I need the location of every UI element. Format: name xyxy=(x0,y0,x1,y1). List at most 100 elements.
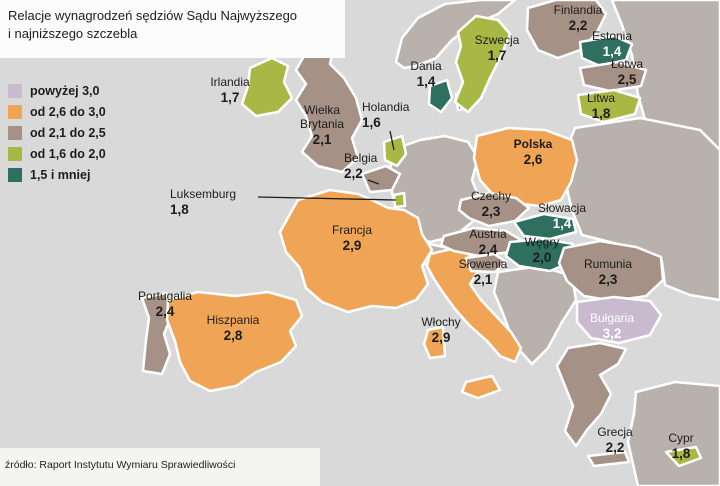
legend-item: powyżej 3,0 xyxy=(8,84,106,98)
label-luksemburg: Luksemburg 1,8 xyxy=(170,187,237,217)
country-shape-bulgaria xyxy=(575,295,663,345)
label-slowacja: Słowacja 1,4 xyxy=(538,201,586,231)
country-value: 2,9 xyxy=(431,329,451,345)
label-portugalia: Portugalia 2,4 xyxy=(137,289,193,319)
country-shape-wielka-brytania xyxy=(294,36,364,174)
label-litwa: Litwa 1,8 xyxy=(586,91,616,121)
country-shape-polska xyxy=(472,126,579,208)
label-polska: Polska 2,6 xyxy=(513,137,553,167)
country-shape-hiszpania xyxy=(165,290,304,393)
country-name: Belgia xyxy=(344,151,378,165)
label-austria: Austria 2,4 xyxy=(469,227,507,257)
country-shape-rumunia xyxy=(557,239,665,303)
country-name: Słowenia xyxy=(458,257,508,271)
country-value: 2,9 xyxy=(342,237,362,253)
country-value: 2,3 xyxy=(481,203,501,219)
country-value: 2,2 xyxy=(344,165,363,181)
country-shape-luksemburg xyxy=(392,191,407,209)
country-name: Grecja xyxy=(597,425,633,439)
legend-label: 1,5 i mniej xyxy=(30,168,91,182)
legend-swatch-red xyxy=(8,84,22,98)
label-szwecja: Szwecja 1,7 xyxy=(474,33,520,63)
legend-item: od 1,6 do 2,0 xyxy=(8,147,106,161)
label-belgia: Belgia 2,2 xyxy=(344,151,378,181)
country-name: Szwecja xyxy=(474,33,520,47)
country-value: 1,4 xyxy=(416,73,436,89)
country-value: 2,2 xyxy=(605,439,625,455)
country-name: Czechy xyxy=(470,189,512,203)
country-shape-lotwa xyxy=(578,60,648,93)
country-name: Litwa xyxy=(586,91,616,105)
label-cypr: Cypr 1,8 xyxy=(668,431,694,461)
country-value: 1,7 xyxy=(220,89,240,105)
label-irlandia: Irlandia 1,7 xyxy=(210,75,249,105)
country-shape-holandia xyxy=(382,134,408,168)
label-dania: Dania 1,4 xyxy=(410,59,442,89)
country-name: Hiszpania xyxy=(206,313,260,327)
country-name: Estonia xyxy=(591,29,633,43)
label-wlochy: Włochy 2,9 xyxy=(421,315,460,345)
legend-item: 1,5 i mniej xyxy=(8,168,106,182)
country-shape-slowenia xyxy=(464,252,508,274)
country-shape-cypr xyxy=(664,445,703,468)
country-value: 3,2 xyxy=(602,325,622,341)
label-estonia: Estonia 1,4 xyxy=(591,29,633,59)
country-name: Rumunia xyxy=(583,257,633,271)
legend-label: powyżej 3,0 xyxy=(30,84,100,98)
country-name: Portugalia xyxy=(137,289,193,303)
country-name: Cypr xyxy=(668,431,694,445)
country-shape-belgia xyxy=(360,164,402,194)
label-slowenia: Słowenia 2,1 xyxy=(458,257,508,287)
country-value: 1,8 xyxy=(170,201,189,217)
country-name: Bułgaria xyxy=(589,311,635,325)
label-hiszpania: Hiszpania 2,8 xyxy=(206,313,260,343)
country-value: 2,1 xyxy=(312,131,332,147)
label-francja: Francja 2,9 xyxy=(331,223,373,253)
country-value: 1,8 xyxy=(591,105,611,121)
country-shape-dania xyxy=(427,78,454,114)
country-value: 2,5 xyxy=(617,71,637,87)
country-shape-slowacja xyxy=(512,212,578,241)
label-rumunia: Rumunia 2,3 xyxy=(583,257,633,287)
label-lotwa: Łotwa 2,5 xyxy=(610,57,644,87)
label-wielka-brytania: Wielka Brytania 2,1 xyxy=(289,103,355,147)
title-background xyxy=(0,0,345,58)
country-name: Austria xyxy=(469,227,507,241)
label-finlandia: Finlandia 2,2 xyxy=(553,3,603,33)
legend-item: od 2,1 do 2,5 xyxy=(8,126,106,140)
country-shape-sardinia xyxy=(422,325,447,360)
country-value: 1,4 xyxy=(552,215,572,231)
leader-line-luksemburg xyxy=(257,196,397,201)
country-name: Łotwa xyxy=(610,57,644,71)
country-shape-szwecja xyxy=(453,14,512,114)
leader-line-belgia xyxy=(367,179,380,185)
country-name: Holandia xyxy=(362,100,410,114)
country-value: 1,8 xyxy=(671,445,691,461)
country-name: Luksemburg xyxy=(170,187,237,201)
country-shape-litwa xyxy=(576,88,642,124)
country-value: 2,4 xyxy=(478,241,498,257)
label-grecja: Grecja 2,2 xyxy=(597,425,633,455)
country-name: Finlandia xyxy=(553,3,603,17)
country-value: 2,1 xyxy=(473,271,493,287)
page-title: Relacje wynagrodzeń sędziów Sądu Najwyżs… xyxy=(8,7,297,42)
label-holandia: Holandia 1,6 xyxy=(362,100,410,130)
source-note: źródło: Raport Instytutu Wymiaru Sprawie… xyxy=(5,459,236,471)
legend-item: od 2,6 do 3,0 xyxy=(8,105,106,119)
country-value: 2,0 xyxy=(532,249,552,265)
legend-swatch-taupe xyxy=(8,126,22,140)
country-value: 1,4 xyxy=(602,43,622,59)
country-shape-crete xyxy=(586,450,631,468)
title-line1: Relacje wynagrodzeń sędziów Sądu Najwyżs… xyxy=(8,8,298,23)
country-name: Dania xyxy=(410,59,442,73)
country-shape-sicily xyxy=(460,374,502,400)
legend-label: od 1,6 do 2,0 xyxy=(30,147,106,161)
country-value: 1,6 xyxy=(362,114,381,130)
country-value: 2,6 xyxy=(523,151,543,167)
country-name: Francja xyxy=(331,223,373,237)
legend-swatch-olive xyxy=(8,147,22,161)
country-value: 2,2 xyxy=(568,17,588,33)
country-shape-grecja xyxy=(555,341,628,448)
country-name: Polska xyxy=(513,137,553,151)
